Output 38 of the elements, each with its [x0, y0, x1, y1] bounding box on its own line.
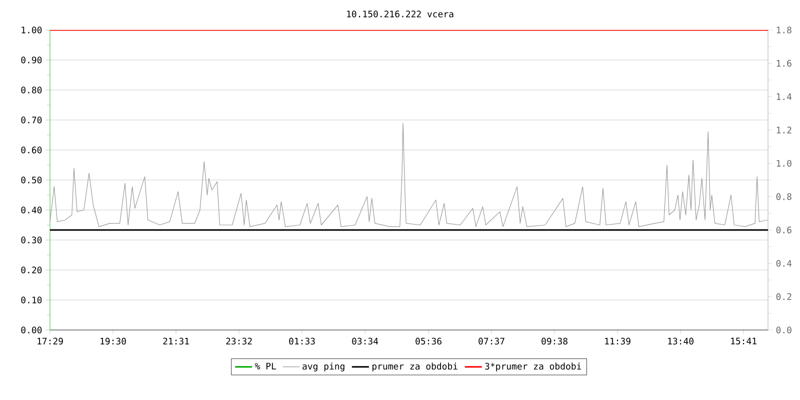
y-tick-label: 0.40 — [21, 206, 42, 214]
x-tick-label: 15:41 — [731, 338, 756, 344]
x-tick-label: 13:40 — [668, 338, 694, 345]
y2-tick-label: 0.2 — [776, 293, 792, 300]
legend-label: % PL — [254, 362, 276, 370]
x-tick-label: 11:39 — [605, 338, 630, 345]
y-tick-label: 0.90 — [21, 56, 42, 64]
legend-label: prumer za obdobi — [372, 362, 458, 372]
x-tick-label: 01:33 — [289, 338, 315, 345]
x-tick-label: 19:30 — [100, 338, 126, 345]
y2-tick-label: 1.2 — [776, 126, 792, 134]
y-tick-label: 0.10 — [21, 296, 42, 304]
y2-tick-label: 1.6 — [776, 60, 792, 67]
x-tick-label: 21:31 — [163, 338, 189, 345]
y2-tick-label: 1.8 — [776, 26, 792, 34]
y2-tick-label: 0.6 — [776, 226, 792, 234]
y-tick-label: 0.00 — [21, 326, 42, 334]
y-tick-label: 0.20 — [21, 266, 42, 274]
y-tick-label: 0.50 — [21, 176, 42, 184]
y-tick-label: 0.60 — [21, 146, 42, 154]
x-tick-label: 23:32 — [226, 338, 252, 345]
y-tick-label: 1.00 — [22, 26, 42, 34]
y-tick-label: 0.30 — [21, 236, 42, 244]
y-tick-label: 0.80 — [21, 86, 42, 94]
chart-title: 10.150.216.222 vcera — [347, 10, 454, 18]
y2-tick-label: 1.4 — [776, 93, 792, 100]
y2-tick-label: 0.4 — [776, 260, 792, 267]
legend-label: avg ping — [302, 362, 344, 372]
y2-tick-label: 0.0 — [776, 326, 792, 334]
x-tick-label: 03:34 — [352, 338, 378, 345]
y2-tick-label: 0.8 — [776, 193, 792, 200]
x-tick-label: 09:38 — [542, 338, 568, 345]
x-tick-label: 07:37 — [478, 338, 504, 345]
y2-tick-label: 1.0 — [776, 160, 792, 167]
legend-label: 3*prumer za obdobi — [485, 362, 582, 372]
y-tick-label: 0.70 — [21, 116, 42, 124]
x-tick-label: 17:29 — [38, 338, 63, 345]
x-tick-label: 05:36 — [416, 338, 442, 345]
